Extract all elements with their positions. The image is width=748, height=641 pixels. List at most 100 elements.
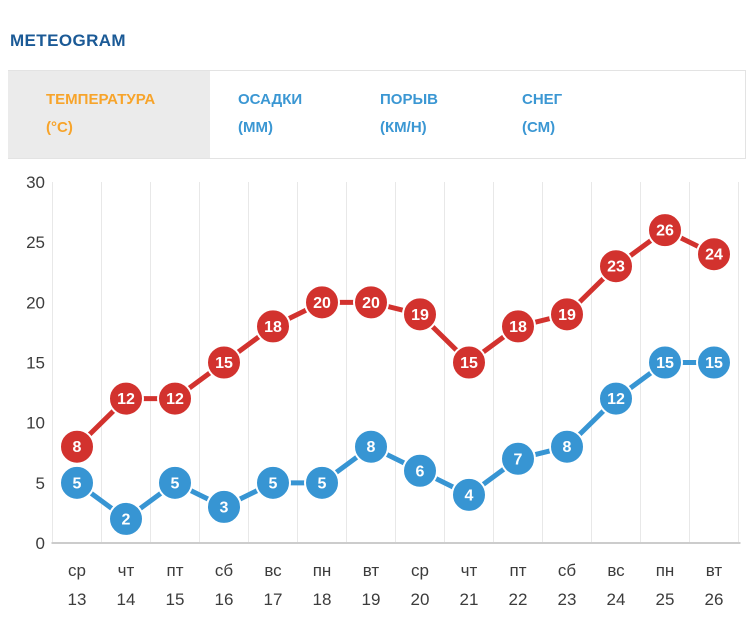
x-axis-day-label: вс xyxy=(607,561,625,580)
tab-precipitation-unit: (ММ) xyxy=(238,119,273,136)
tab-snow[interactable]: СНЕГ (СМ) xyxy=(494,71,636,158)
point-value-label: 6 xyxy=(416,463,425,480)
min-temperature-point[interactable] xyxy=(500,440,536,477)
x-axis-day-label: пн xyxy=(656,561,675,580)
y-axis-label: 20 xyxy=(26,293,45,312)
max-temperature-point[interactable] xyxy=(108,380,144,417)
min-temperature-point[interactable] xyxy=(451,476,487,513)
x-axis-day-label: вс xyxy=(264,561,282,580)
max-temperature-point[interactable] xyxy=(59,428,95,465)
tab-wind-gust-label: ПОРЫВ xyxy=(380,91,438,108)
point-value-label: 15 xyxy=(705,355,723,372)
max-temperature-point[interactable] xyxy=(304,284,340,321)
y-axis-label: 5 xyxy=(36,474,45,493)
max-temperature-point[interactable] xyxy=(647,212,683,249)
point-value-label: 8 xyxy=(563,439,572,456)
x-axis-day-label: вт xyxy=(363,561,380,580)
point-value-label: 5 xyxy=(318,475,327,492)
min-temperature-point[interactable] xyxy=(598,380,634,417)
y-axis-label: 0 xyxy=(36,534,45,553)
x-axis-date-label: 13 xyxy=(68,590,87,609)
point-value-label: 12 xyxy=(117,391,135,408)
point-value-label: 12 xyxy=(607,391,625,408)
point-value-label: 12 xyxy=(166,391,184,408)
min-temperature-point[interactable] xyxy=(353,428,389,465)
point-value-label: 19 xyxy=(411,307,429,324)
point-value-label: 5 xyxy=(73,475,82,492)
point-value-label: 15 xyxy=(460,355,478,372)
x-axis-date-label: 20 xyxy=(411,590,430,609)
point-value-label: 23 xyxy=(607,259,625,276)
x-axis-day-label: чт xyxy=(118,561,135,580)
tab-temperature-unit: (°C) xyxy=(46,119,73,136)
tab-temperature-label: ТЕМПЕРАТУРА xyxy=(46,91,156,108)
x-axis-day-label: ср xyxy=(68,561,86,580)
x-axis-date-label: 17 xyxy=(264,590,283,609)
max-temperature-point[interactable] xyxy=(696,236,732,273)
x-axis-day-label: пт xyxy=(167,561,184,580)
max-temperature-point[interactable] xyxy=(206,344,242,381)
x-axis-date-label: 24 xyxy=(607,590,626,609)
x-axis-day-label: пн xyxy=(313,561,332,580)
point-value-label: 8 xyxy=(367,439,376,456)
max-temperature-point[interactable] xyxy=(353,284,389,321)
x-axis-day-label: ср xyxy=(411,561,429,580)
temperature-chart: 0 5 10 15 20 25 30 ср чт пт сб вс пн вт ср чт пт сб вс пн вт… xyxy=(0,170,748,641)
min-temperature-point[interactable] xyxy=(255,464,291,501)
point-value-label: 8 xyxy=(73,439,82,456)
point-value-label: 20 xyxy=(362,295,380,312)
y-axis-label: 10 xyxy=(26,414,45,433)
x-axis-day-label: сб xyxy=(215,561,234,580)
tab-bar: ТЕМПЕРАТУРА (°C) ОСАДКИ (ММ) ПОРЫВ (КМ/Н… xyxy=(8,70,746,159)
max-temperature-point[interactable] xyxy=(598,248,634,285)
y-axis-label: 30 xyxy=(26,173,45,192)
x-axis-day-label: чт xyxy=(461,561,478,580)
tab-snow-label: СНЕГ xyxy=(522,91,563,108)
min-temperature-point[interactable] xyxy=(647,344,683,381)
min-temperature-point[interactable] xyxy=(549,428,585,465)
point-value-label: 7 xyxy=(514,451,523,468)
x-axis-date-label: 16 xyxy=(215,590,234,609)
tab-wind-gust[interactable]: ПОРЫВ (КМ/Н) xyxy=(352,71,494,158)
min-temperature-point[interactable] xyxy=(157,464,193,501)
x-axis-date-label: 26 xyxy=(705,590,724,609)
point-value-label: 24 xyxy=(705,247,723,264)
point-value-label: 4 xyxy=(465,487,474,504)
tab-precipitation[interactable]: ОСАДКИ (ММ) xyxy=(210,71,352,158)
point-value-label: 3 xyxy=(220,499,229,516)
x-axis-day-label: сб xyxy=(558,561,577,580)
x-axis-date-label: 25 xyxy=(656,590,675,609)
x-axis-date-label: 23 xyxy=(558,590,577,609)
max-temperature-point[interactable] xyxy=(157,380,193,417)
min-temperature-point[interactable] xyxy=(59,464,95,501)
min-temperature-point[interactable] xyxy=(696,344,732,381)
min-temperature-point[interactable] xyxy=(206,488,242,525)
x-axis-date-label: 19 xyxy=(362,590,381,609)
min-temperature-point[interactable] xyxy=(108,500,144,537)
x-axis-date-label: 14 xyxy=(117,590,136,609)
x-axis-day-label: вт xyxy=(706,561,723,580)
max-temperature-point[interactable] xyxy=(451,344,487,381)
max-temperature-point[interactable] xyxy=(255,308,291,345)
tab-wind-gust-unit: (КМ/Н) xyxy=(380,119,427,136)
x-axis-date-label: 21 xyxy=(460,590,479,609)
max-temperature-point[interactable] xyxy=(500,308,536,345)
point-value-label: 20 xyxy=(313,295,331,312)
point-value-label: 5 xyxy=(171,475,180,492)
x-axis-date-label: 22 xyxy=(509,590,528,609)
min-temperature-point[interactable] xyxy=(402,452,438,489)
point-value-label: 15 xyxy=(215,355,233,372)
max-temperature-point[interactable] xyxy=(549,296,585,333)
x-axis-date-label: 18 xyxy=(313,590,332,609)
point-value-label: 15 xyxy=(656,355,674,372)
point-value-label: 2 xyxy=(122,511,131,528)
max-temperature-point[interactable] xyxy=(402,296,438,333)
tab-snow-unit: (СМ) xyxy=(522,119,556,136)
x-axis-day-label: пт xyxy=(510,561,527,580)
min-temperature-point[interactable] xyxy=(304,464,340,501)
point-value-label: 19 xyxy=(558,307,576,324)
tab-temperature[interactable]: ТЕМПЕРАТУРА (°C) xyxy=(8,71,210,158)
y-axis-label: 25 xyxy=(26,233,45,252)
